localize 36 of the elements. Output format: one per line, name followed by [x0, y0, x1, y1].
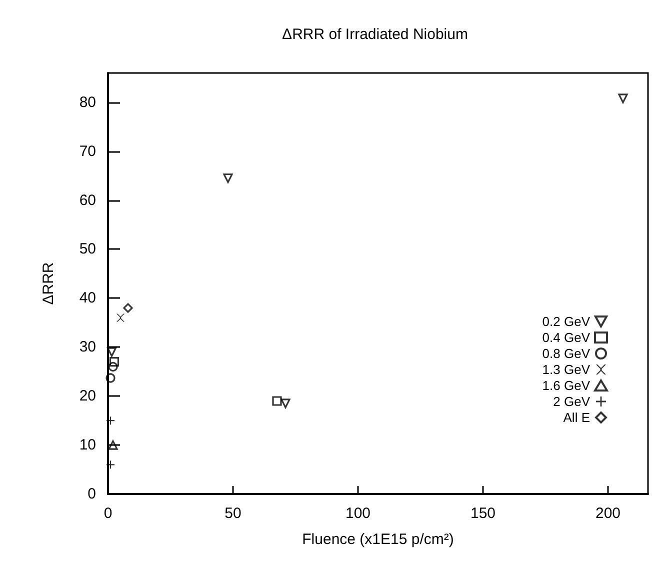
y-axis-title: ΔRRR	[40, 262, 57, 305]
point	[106, 373, 116, 383]
y-tick-label: 60	[79, 192, 96, 209]
legend-label: 2 GeV	[553, 394, 590, 409]
point	[108, 362, 118, 372]
x-tick-label: 150	[470, 505, 496, 522]
point	[109, 357, 120, 367]
point	[106, 416, 114, 425]
y-tick-label: 10	[79, 436, 96, 454]
chart-title: ΔRRR of Irradiated Niobium	[282, 26, 468, 43]
point	[272, 396, 282, 406]
y-tick-label: 70	[79, 142, 96, 160]
x-axis-title: Fluence (x1E15 p/cm²)	[302, 531, 454, 548]
y-tick-label: 20	[79, 388, 96, 405]
point	[108, 440, 118, 450]
x-tick-label: 50	[224, 505, 242, 522]
legend-label: 1.6 GeV	[542, 378, 590, 393]
x-tick-label: 100	[345, 505, 371, 522]
legend-label: 0.2 GeV	[542, 314, 590, 329]
x-tick-label: 200	[595, 505, 621, 522]
legend-label: 0.8 GeV	[542, 346, 590, 361]
y-tick-label: 80	[79, 94, 96, 111]
point	[223, 173, 233, 184]
y-tick-label: 50	[79, 240, 96, 258]
x-tick-label: 0	[104, 505, 112, 522]
point	[106, 347, 117, 357]
point	[106, 460, 114, 469]
y-tick-label: 40	[79, 290, 96, 307]
point	[280, 398, 290, 408]
legend-label: All E	[563, 410, 590, 425]
point	[618, 94, 628, 104]
y-tick-label: 30	[79, 338, 96, 356]
legend-label: 0.4 GeV	[542, 330, 590, 345]
legend-label: 1.3 GeV	[542, 362, 590, 377]
point	[123, 303, 133, 313]
y-tick-label: 0	[88, 486, 96, 502]
